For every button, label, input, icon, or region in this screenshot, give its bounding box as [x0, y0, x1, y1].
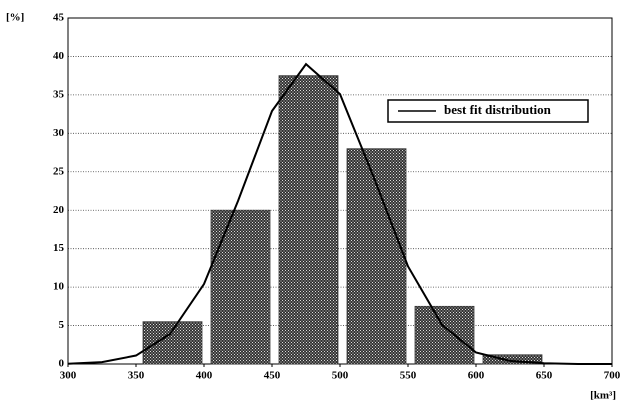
bar — [482, 354, 543, 365]
bar — [210, 209, 271, 365]
x-tick-label: 700 — [604, 370, 621, 382]
y-tick-label: 0 — [59, 358, 65, 370]
x-tick-label: 650 — [536, 370, 553, 382]
bar — [278, 75, 339, 365]
bar — [142, 321, 203, 365]
plot-frame — [67, 17, 613, 365]
y-tick-label: 15 — [53, 242, 65, 254]
fit-curve — [67, 62, 612, 365]
y-tick-label: 10 — [53, 281, 65, 293]
x-tick-label: 300 — [60, 370, 77, 382]
legend-box — [387, 99, 589, 123]
x-tick-label: 600 — [468, 370, 485, 382]
y-tick-label: 35 — [53, 88, 65, 100]
x-tick-label: 450 — [264, 370, 281, 382]
y-tick-label: 40 — [53, 50, 65, 62]
bar — [346, 148, 407, 365]
y-axis-label: [%] — [6, 12, 24, 24]
x-tick-label: 550 — [400, 370, 417, 382]
y-tick-label: 30 — [53, 127, 65, 139]
x-tick-label: 400 — [196, 370, 213, 382]
y-tick-label: 45 — [53, 12, 65, 24]
bar — [414, 305, 475, 365]
x-tick-label: 500 — [332, 370, 349, 382]
legend-label: best fit distribution — [444, 102, 552, 117]
y-tick-label: 5 — [59, 319, 65, 331]
x-axis-label: [km³] — [590, 390, 616, 402]
y-tick-label: 20 — [53, 204, 65, 216]
x-tick-label: 350 — [128, 370, 145, 382]
y-tick-label: 25 — [53, 165, 65, 177]
legend: best fit distribution — [387, 99, 589, 123]
